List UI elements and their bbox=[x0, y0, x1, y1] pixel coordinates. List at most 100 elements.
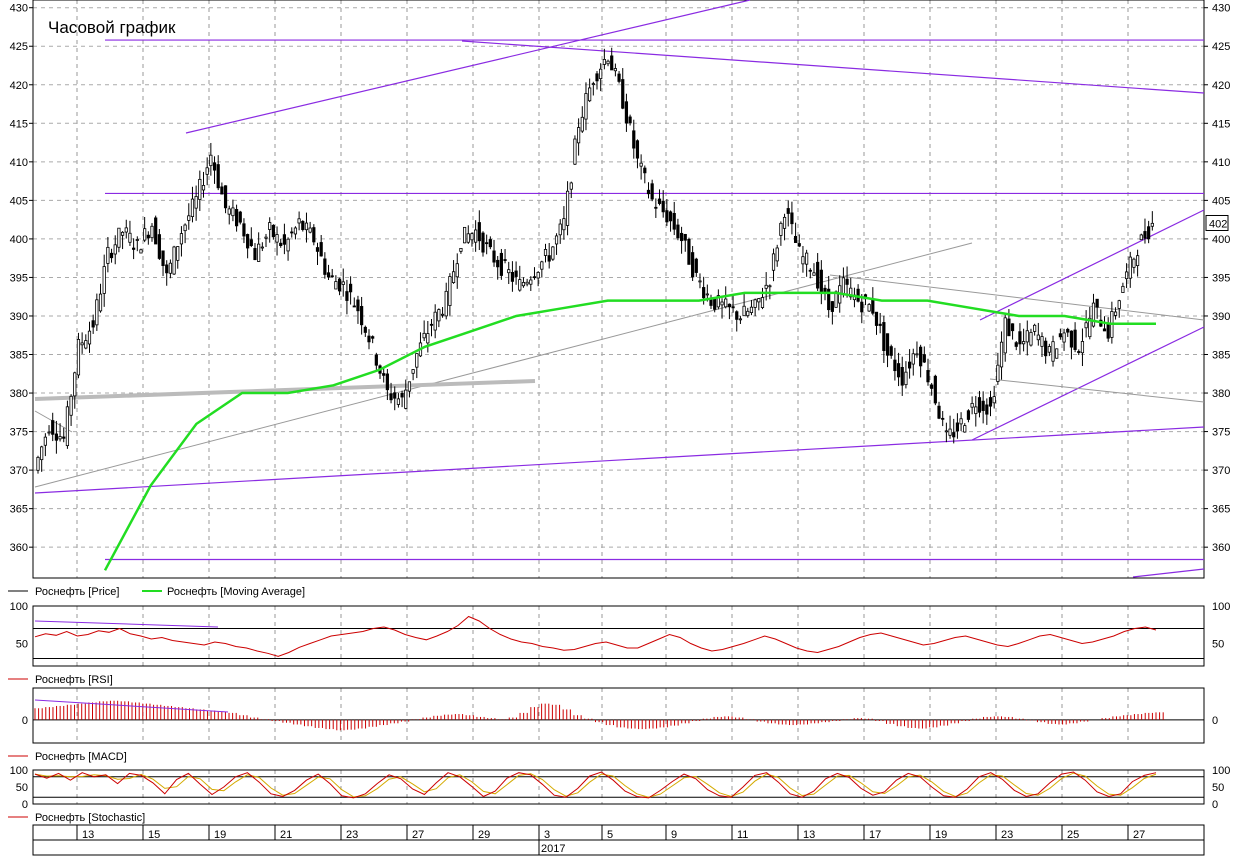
x-tick-label: 27 bbox=[412, 829, 424, 841]
price-candle-body bbox=[591, 83, 595, 86]
price-candle-body bbox=[404, 389, 408, 409]
price-candle-body bbox=[308, 227, 312, 233]
price-candle-body bbox=[874, 311, 879, 326]
price-candle-body bbox=[279, 242, 283, 246]
price-candle-body bbox=[999, 341, 1004, 368]
price-candle-body bbox=[805, 252, 809, 265]
price-candle-body bbox=[628, 116, 632, 124]
price-candle-body bbox=[396, 398, 401, 405]
price-candle-body bbox=[65, 406, 70, 447]
price-candle-body bbox=[187, 215, 191, 221]
price-candle-body bbox=[816, 261, 820, 289]
price-candle-body bbox=[422, 332, 426, 339]
x-tick-label: 27 bbox=[1133, 829, 1145, 841]
price-candle-body bbox=[558, 223, 562, 236]
price-candle-body bbox=[1036, 334, 1040, 341]
price-candle-body bbox=[437, 309, 441, 322]
price-candle-body bbox=[981, 400, 985, 411]
price-candle-body bbox=[801, 256, 805, 265]
legend-ma-label: Роснефть [Moving Average] bbox=[167, 586, 305, 598]
price-candle-body bbox=[926, 370, 930, 383]
price-candle-body bbox=[1128, 256, 1132, 279]
price-candle-body bbox=[514, 270, 518, 277]
trend-line bbox=[971, 326, 1205, 441]
price-candle-body bbox=[790, 212, 794, 225]
price-candle-body bbox=[753, 299, 757, 308]
legend-rsi-label: Роснефть [RSI] bbox=[35, 674, 113, 686]
price-candle-body bbox=[1121, 285, 1125, 294]
stoch-tick-right: 100 bbox=[1212, 765, 1230, 777]
price-candle-body bbox=[363, 326, 367, 333]
price-candle-body bbox=[282, 234, 287, 245]
x-tick-label: 23 bbox=[346, 829, 358, 841]
price-candle-body bbox=[871, 299, 875, 314]
price-candle-body bbox=[768, 285, 772, 288]
price-candle-body bbox=[1117, 300, 1121, 309]
price-candle-body bbox=[124, 227, 128, 233]
y-tick-label-right: 385 bbox=[1212, 350, 1230, 362]
price-candle-body bbox=[529, 279, 533, 285]
price-candle-body bbox=[415, 353, 419, 368]
price-candle-body bbox=[624, 101, 629, 124]
price-candle-body bbox=[143, 228, 147, 241]
price-candle-body bbox=[455, 263, 459, 278]
price-candle-body bbox=[580, 116, 584, 132]
price-candle-body bbox=[40, 446, 44, 461]
price-candle-body bbox=[238, 211, 242, 223]
price-candle-body bbox=[463, 226, 467, 244]
y-tick-label-left: 400 bbox=[10, 234, 28, 246]
price-candle-body bbox=[933, 375, 937, 404]
price-candle-body bbox=[595, 73, 599, 82]
price-candle-body bbox=[330, 275, 334, 278]
price-candle-body bbox=[440, 313, 445, 316]
price-candle-body bbox=[944, 430, 948, 433]
price-candle-body bbox=[448, 276, 452, 306]
rsi-tick-right: 50 bbox=[1212, 639, 1224, 651]
price-candle-body bbox=[823, 287, 827, 293]
price-candle-body bbox=[606, 60, 610, 65]
price-candle-body bbox=[198, 178, 202, 200]
price-candle-body bbox=[540, 261, 544, 270]
price-candle-body bbox=[87, 330, 92, 345]
price-candle-body bbox=[249, 239, 253, 246]
price-candle-body bbox=[62, 436, 66, 439]
price-candle-body bbox=[665, 210, 669, 223]
x-year-label: 2017 bbox=[541, 843, 565, 855]
x-tick-label: 13 bbox=[82, 829, 94, 841]
stoch-tick-left: 50 bbox=[16, 782, 28, 794]
price-candle-body bbox=[227, 208, 231, 215]
price-candle-body bbox=[727, 303, 731, 308]
price-candle-body bbox=[724, 298, 728, 308]
price-candle-body bbox=[231, 207, 235, 217]
price-candle-body bbox=[168, 262, 172, 274]
price-candle-body bbox=[209, 154, 213, 167]
price-candle-body bbox=[521, 282, 526, 287]
price-candle-body bbox=[146, 234, 150, 239]
price-candle-body bbox=[536, 272, 540, 279]
price-candle-body bbox=[1069, 330, 1074, 348]
price-candle-body bbox=[477, 222, 481, 242]
last-price-box bbox=[1205, 214, 1229, 231]
rsi-line bbox=[34, 615, 1157, 657]
price-candle-body bbox=[646, 189, 651, 195]
price-candle-body bbox=[315, 247, 320, 252]
price-candle-body bbox=[639, 162, 643, 167]
price-candle-body bbox=[95, 299, 99, 326]
y-tick-label-right: 425 bbox=[1212, 41, 1230, 53]
price-candle-body bbox=[165, 264, 169, 274]
rsi-tick-left: 50 bbox=[16, 639, 28, 651]
price-candle-body bbox=[382, 373, 386, 376]
price-candle-body bbox=[565, 190, 570, 226]
price-candle-body bbox=[223, 185, 228, 209]
y-tick-label-left: 360 bbox=[10, 542, 28, 554]
price-candle-body bbox=[297, 218, 301, 224]
price-candle-body bbox=[691, 252, 695, 278]
price-candle-body bbox=[970, 402, 974, 408]
price-candle-body bbox=[554, 235, 559, 245]
price-candle-body bbox=[1132, 258, 1136, 268]
price-candle-body bbox=[470, 233, 474, 241]
price-candle-body bbox=[698, 280, 702, 283]
price-candle-body bbox=[352, 305, 356, 308]
price-candle-body bbox=[1033, 324, 1037, 332]
price-candle-body bbox=[120, 231, 125, 236]
